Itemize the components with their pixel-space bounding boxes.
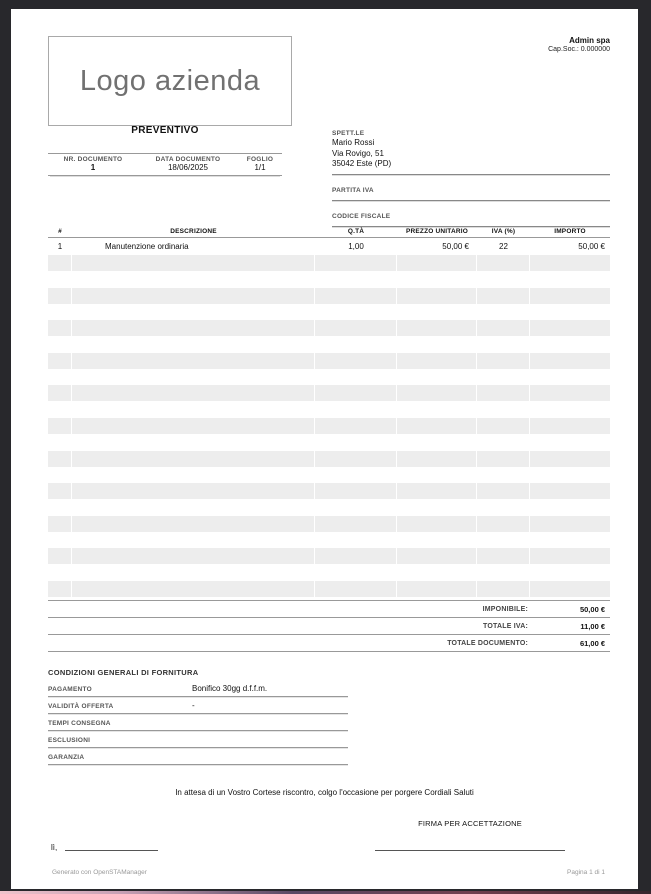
- doc-sheet-value: 1/1: [254, 163, 266, 172]
- total-row-documento: TOTALE DOCUMENTO: 61,00 €: [48, 635, 610, 652]
- item-vat: 22: [499, 241, 508, 251]
- codice-fiscale-label: CODICE FISCALE: [332, 212, 391, 220]
- partita-iva-row: PARTITA IVA: [332, 175, 610, 201]
- empty-table-row: [48, 581, 610, 597]
- condition-row-garanzia: GARANZIA: [48, 748, 348, 765]
- codice-fiscale-row: CODICE FISCALE: [332, 201, 610, 227]
- item-quantity: 1,00: [348, 241, 364, 251]
- validita-value: -: [192, 701, 195, 710]
- signature-line: [375, 840, 565, 851]
- logo-placeholder-text: Logo azienda: [79, 64, 261, 97]
- logo-box: Logo azienda: [48, 36, 292, 126]
- total-row-iva: TOTALE IVA: 11,00 €: [48, 618, 610, 635]
- doc-number-value: 1: [90, 163, 96, 172]
- validita-label: VALIDITÀ OFFERTA: [48, 703, 114, 710]
- totale-iva-label: TOTALE IVA:: [483, 622, 528, 630]
- consegna-label: TEMPI CONSEGNA: [48, 720, 111, 727]
- customer-address: Via Rovigo, 51: [332, 148, 384, 158]
- empty-table-row: [48, 515, 610, 532]
- garanzia-label: GARANZIA: [48, 754, 85, 761]
- customer-label: SPETT.LE: [332, 130, 365, 137]
- footer-page-number: Pagina 1 di 1: [567, 869, 605, 876]
- item-number: 1: [57, 241, 63, 251]
- customer-city: 35042 Este (PD): [332, 159, 392, 168]
- esclusioni-label: ESCLUSIONI: [48, 737, 91, 744]
- footer-generator: Generato con OpenSTAManager: [52, 869, 147, 876]
- company-capital: Cap.Soc.: 0.000000: [548, 46, 610, 53]
- totale-iva-value: 11,00 €: [580, 621, 605, 631]
- item-amount: 50,00 €: [578, 241, 605, 251]
- col-header-number: #: [58, 228, 62, 235]
- empty-table-row: [48, 548, 610, 565]
- col-header-quantity: Q.TÀ: [347, 228, 365, 235]
- condition-row-consegna: TEMPI CONSEGNA: [48, 714, 348, 731]
- empty-table-row: [48, 255, 610, 271]
- company-header: Admin spa Cap.Soc.: 0.000000: [548, 36, 610, 53]
- doc-number-label: NR. DOCUMENTO: [63, 156, 123, 163]
- doc-date-label: DATA DOCUMENTO: [155, 156, 221, 163]
- partita-iva-label: PARTITA IVA: [332, 186, 374, 194]
- totale-documento-value: 61,00 €: [579, 638, 605, 648]
- col-header-amount: IMPORTO: [554, 228, 586, 235]
- document-page: Admin spa Cap.Soc.: 0.000000 Logo aziend…: [11, 9, 638, 889]
- total-row-imponibile: IMPONIBILE: 50,00 €: [48, 601, 610, 618]
- doc-sheet-label: FOGLIO: [246, 156, 274, 163]
- totals-section: IMPONIBILE: 50,00 € TOTALE IVA: 11,00 € …: [48, 600, 610, 652]
- document-title: PREVENTIVO: [131, 125, 199, 136]
- col-header-unit-price: PREZZO UNITARIO: [405, 228, 469, 235]
- doc-info-table: NR. DOCUMENTO DATA DOCUMENTO FOGLIO 1 18…: [48, 153, 282, 176]
- pagamento-value: Bonifico 30gg d.f.f.m.: [192, 684, 268, 693]
- totale-documento-label: TOTALE DOCUMENTO:: [447, 639, 528, 647]
- condition-row-pagamento: PAGAMENTO Bonifico 30gg d.f.f.m.: [48, 680, 348, 697]
- empty-table-row: [48, 418, 610, 434]
- place-label: lì,: [51, 843, 58, 852]
- firma-label: FIRMA PER ACCETTAZIONE: [418, 819, 522, 828]
- customer-separator: [332, 173, 610, 175]
- conditions-section: CONDIZIONI GENERALI DI FORNITURA PAGAMEN…: [48, 668, 348, 765]
- item-row: 1 Manutenzione ordinaria 1,00 50,00 € 22…: [48, 238, 610, 254]
- empty-table-row: [48, 450, 610, 467]
- doc-date-value: 18/06/2025: [167, 163, 209, 172]
- closing-text: In attesa di un Vostro Cortese riscontro…: [175, 788, 474, 797]
- empty-table-row: [48, 287, 610, 304]
- company-name: Admin spa: [569, 36, 610, 45]
- col-header-vat: IVA (%): [491, 228, 516, 235]
- place-line: [65, 840, 158, 851]
- customer-block: SPETT.LE Mario Rossi Via Rovigo, 51 3504…: [332, 130, 610, 227]
- item-unit-price: 50,00 €: [442, 241, 469, 251]
- condition-row-esclusioni: ESCLUSIONI: [48, 731, 348, 748]
- desktop-background-strip: [0, 891, 651, 894]
- empty-table-row: [48, 320, 610, 337]
- empty-table-row: [48, 483, 610, 500]
- col-header-description: DESCRIZIONE: [170, 228, 217, 235]
- condition-row-validita: VALIDITÀ OFFERTA -: [48, 697, 348, 714]
- conditions-title: CONDIZIONI GENERALI DI FORNITURA: [48, 668, 199, 677]
- customer-name: Mario Rossi: [332, 138, 375, 147]
- empty-table-row: [48, 352, 610, 369]
- imponibile-label: IMPONIBILE:: [482, 605, 528, 613]
- empty-table-row: [48, 385, 610, 402]
- item-description: Manutenzione ordinaria: [105, 241, 189, 251]
- pagamento-label: PAGAMENTO: [48, 686, 92, 693]
- items-table-header: # DESCRIZIONE Q.TÀ PREZZO UNITARIO IVA (…: [48, 224, 610, 238]
- imponibile-value: 50,00 €: [579, 604, 605, 614]
